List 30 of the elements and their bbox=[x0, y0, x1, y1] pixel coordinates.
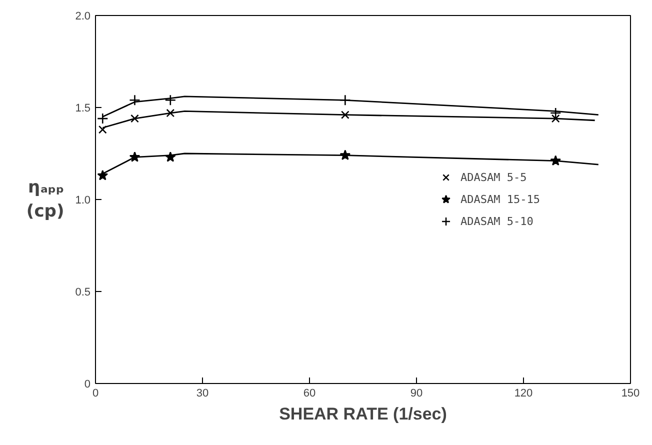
x-tick-label: 0 bbox=[92, 388, 99, 400]
point bbox=[129, 152, 140, 162]
point bbox=[97, 170, 108, 180]
y-tick-label: 1.5 bbox=[75, 102, 91, 114]
x-tick-label: 30 bbox=[196, 388, 209, 400]
y-tick-label: 0.5 bbox=[75, 286, 91, 298]
legend-label: ADASAM 15-15 bbox=[460, 192, 540, 206]
point bbox=[550, 107, 562, 119]
point bbox=[340, 150, 351, 160]
point bbox=[164, 152, 176, 162]
point bbox=[166, 108, 175, 118]
y-axis-title: ηₐₚₚ (cp) bbox=[26, 178, 64, 222]
x-tick-label: 120 bbox=[514, 388, 533, 400]
point bbox=[340, 110, 350, 120]
point bbox=[551, 114, 560, 123]
point bbox=[550, 155, 562, 166]
point bbox=[130, 114, 139, 123]
x-tick-label: 150 bbox=[621, 388, 640, 400]
legend-label: ADASAM 5-10 bbox=[460, 214, 534, 228]
x-tick-label: 90 bbox=[410, 388, 423, 400]
y-tick-label: 2.0 bbox=[75, 10, 91, 22]
y-tick-label: 1.0 bbox=[75, 194, 91, 206]
legend-label: ADASAM 5-5 bbox=[460, 170, 527, 184]
y-tick-label: 0 bbox=[84, 378, 91, 390]
point bbox=[96, 112, 108, 124]
x-tick-label: 60 bbox=[303, 388, 316, 400]
point bbox=[164, 94, 176, 106]
point bbox=[98, 125, 107, 134]
x-axis-title: SHEAR RATE (1/sec) bbox=[279, 404, 447, 424]
point bbox=[129, 94, 140, 106]
